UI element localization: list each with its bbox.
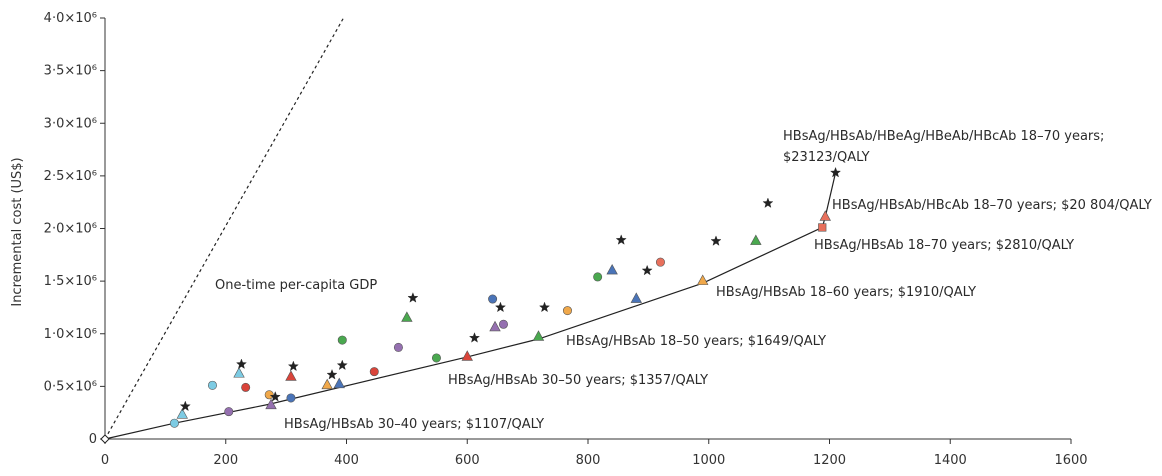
- y-tick-label: 3·0×10⁶: [44, 116, 97, 131]
- star-point: [641, 264, 653, 276]
- circle-point: [393, 342, 403, 352]
- star-point: [539, 301, 551, 313]
- annotation-hbsag-hbsab-18-70: HBsAg/HBsAb 18–70 years; $2810/QALY: [814, 238, 1074, 253]
- x-tick-label: 1400: [934, 453, 967, 468]
- star-point: [336, 359, 348, 370]
- x-tick-label: 600: [455, 453, 480, 468]
- y-tick-label: 3·5×10⁶: [44, 64, 97, 79]
- star-point: [469, 332, 480, 343]
- star-point: [287, 360, 299, 372]
- star-point: [710, 235, 722, 246]
- axes: 0 200 400 600 800 1000 1200 1400 1600 0 0·5×10⁶ 1·0…: [44, 11, 1088, 468]
- y-tick-label: 4·0×10⁶: [44, 11, 97, 26]
- triangle-point: [606, 263, 618, 275]
- x-tick-label: 400: [334, 453, 359, 468]
- triangle-point: [489, 320, 501, 332]
- star-point: [615, 234, 627, 245]
- circle-point: [593, 272, 603, 282]
- star-point: [762, 197, 774, 208]
- triangle-point: [285, 370, 297, 381]
- x-tick-label: 1600: [1054, 453, 1087, 468]
- y-tick-label: 1·0×10⁶: [44, 327, 97, 342]
- circle-point: [207, 380, 217, 390]
- circle-point: [169, 418, 179, 428]
- gdp-line-label: One-time per-capita GDP: [215, 278, 377, 293]
- triangle-point: [401, 311, 413, 322]
- annotation-hbcab-18-70: HBsAg/HBsAb/HBcAb 18–70 years; $20 804/Q…: [832, 198, 1152, 213]
- y-tick-label: 2·0×10⁶: [44, 222, 97, 237]
- square-point: [818, 223, 827, 232]
- x-tick-label: 200: [213, 453, 238, 468]
- circle-point: [488, 294, 498, 304]
- triangle-point: [461, 350, 473, 361]
- origin-marker: [100, 434, 110, 444]
- triangle-point: [630, 292, 643, 303]
- data-points: [169, 166, 842, 428]
- circle-point: [337, 335, 347, 345]
- triangle-point: [176, 408, 188, 419]
- circle-point: [224, 407, 234, 417]
- circle-point: [264, 390, 274, 400]
- efficiency-frontier-line: [104, 172, 837, 440]
- star-point: [830, 166, 842, 178]
- circle-point: [498, 319, 508, 329]
- circle-point: [369, 367, 379, 377]
- star-point: [235, 358, 247, 369]
- annotation-hbsag-hbsab-30-40: HBsAg/HBsAb 30–40 years; $1107/QALY: [284, 417, 544, 432]
- annotation-hbsag-hbsab-30-50: HBsAg/HBsAb 30–50 years; $1357/QALY: [448, 373, 708, 388]
- y-tick-label: 2·5×10⁶: [44, 169, 97, 184]
- triangle-point: [697, 274, 709, 285]
- x-tick-label: 800: [576, 453, 601, 468]
- x-tick-label: 1200: [813, 453, 846, 468]
- y-tick-label: 1·5×10⁶: [44, 274, 97, 289]
- annotation-hbsag-hbsab-18-50: HBsAg/HBsAb 18–50 years; $1649/QALY: [566, 334, 826, 349]
- circle-point: [655, 257, 665, 267]
- star-point: [494, 301, 506, 313]
- star-point: [407, 292, 419, 303]
- y-tick-label: 0: [89, 432, 97, 447]
- x-tick-label: 0: [101, 453, 109, 468]
- star-point: [269, 391, 281, 402]
- triangle-point: [265, 398, 277, 410]
- annotation-hbeag-18-70-line1: HBsAg/HBsAb/HBeAg/HBeAb/HBcAb 18–70 year…: [783, 129, 1104, 144]
- y-tick-label: 0·5×10⁶: [44, 379, 97, 394]
- star-point: [326, 369, 338, 380]
- triangle-point: [750, 234, 762, 245]
- circle-point: [431, 353, 441, 363]
- triangle-point: [333, 377, 345, 389]
- triangle-point: [233, 367, 245, 378]
- chart-annotations: Incremental cost (US$) One-time per-capi…: [10, 129, 1152, 432]
- triangle-point: [532, 330, 545, 341]
- triangle-point: [819, 210, 831, 221]
- circle-point: [562, 306, 572, 316]
- circle-point: [241, 382, 251, 392]
- gdp-threshold-line: [104, 17, 345, 440]
- x-tick-label: 1000: [692, 453, 725, 468]
- annotation-hbeag-18-70-line2: $23123/QALY: [783, 150, 870, 165]
- triangle-point: [321, 378, 333, 390]
- star-point: [179, 400, 191, 412]
- circle-point: [286, 393, 296, 403]
- y-axis-title: Incremental cost (US$): [10, 157, 25, 306]
- annotation-hbsag-hbsab-18-60: HBsAg/HBsAb 18–60 years; $1910/QALY: [716, 285, 976, 300]
